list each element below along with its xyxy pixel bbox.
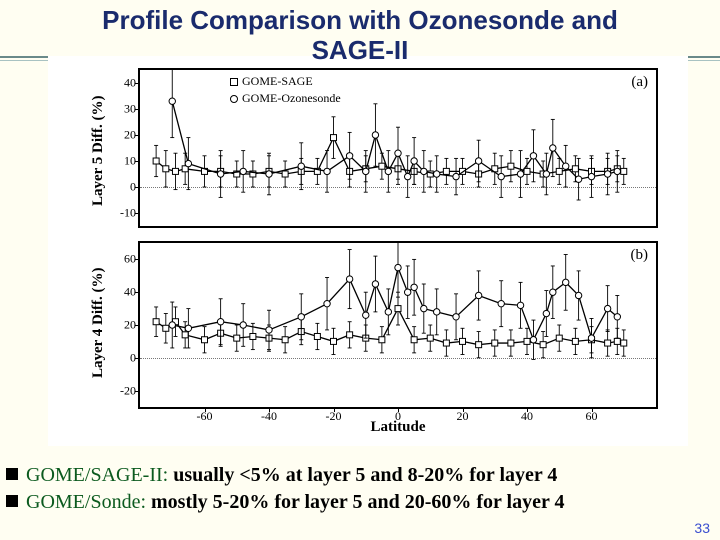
ylabel-panel-a: Layer 5 Diff. (%) xyxy=(90,95,107,206)
plot-b-svg xyxy=(140,243,656,407)
bullet1-text: usually <5% at layer 5 and 8-20% for lay… xyxy=(168,464,557,486)
bullet-square-icon xyxy=(6,495,18,507)
bullet1-label: GOME/SAGE-II: xyxy=(26,464,168,486)
slide-title-line1: Profile Comparison with Ozonesonde and xyxy=(102,5,618,35)
bullet-row-1: GOME/SAGE-II: usually <5% at layer 5 and… xyxy=(6,462,564,489)
bullet2-text: mostly 5-20% for layer 5 and 20-60% for … xyxy=(146,491,564,513)
slide-title-line2: SAGE-II xyxy=(0,36,720,66)
chart-panel-a: (a) GOME-SAGE GOME-Ozonesonde -100102030… xyxy=(138,68,658,228)
comparison-figure: Layer 5 Diff. (%) Layer 4 Diff. (%) Lati… xyxy=(48,56,688,446)
page-number: 33 xyxy=(694,520,710,536)
bullet2-label: GOME/Sonde: xyxy=(26,491,146,513)
summary-bullets: GOME/SAGE-II: usually <5% at layer 5 and… xyxy=(6,462,564,516)
bullet-row-2: GOME/Sonde: mostly 5-20% for layer 5 and… xyxy=(6,489,564,516)
chart-panel-b: (b) -200204060-60-40-200204060 xyxy=(138,241,658,409)
bullet-square-icon xyxy=(6,468,18,480)
plot-a-svg xyxy=(140,70,656,226)
ylabel-panel-b: Layer 4 Diff. (%) xyxy=(90,267,107,378)
